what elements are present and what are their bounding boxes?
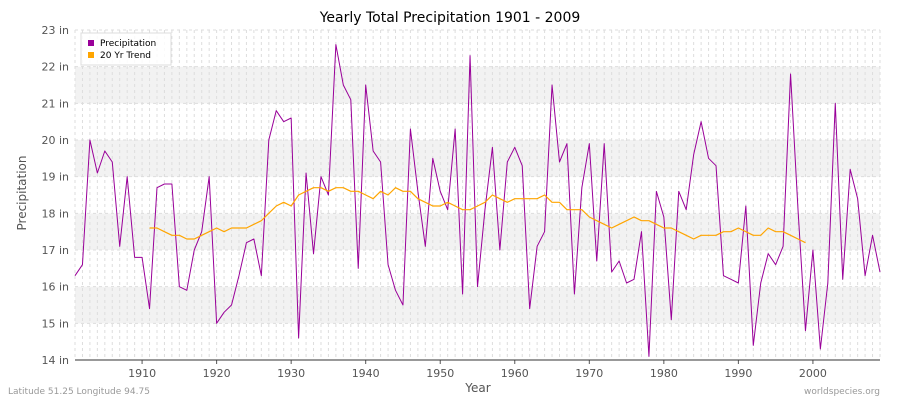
- vertical-grid: [74, 30, 881, 360]
- series-line-20-yr-trend: [149, 187, 806, 244]
- x-tick-label: 1960: [501, 367, 529, 380]
- legend: Precipitation 20 Yr Trend: [80, 32, 172, 66]
- footer-source: worldspecies.org: [804, 387, 880, 397]
- x-tick-label: 2000: [799, 367, 827, 380]
- y-axis-ticks: 14 in 15 in 16 in 17 in 18 in 19 in 20 in 21 in…: [41, 24, 69, 367]
- y-tick-label: 16 in: [41, 281, 69, 294]
- y-tick-label: 14 in: [41, 354, 69, 367]
- y-tick-label: 17 in: [41, 244, 69, 257]
- y-axis-label: Precipitation: [15, 155, 29, 230]
- y-tick-label: 18 in: [41, 207, 69, 220]
- x-tick-label: 1930: [277, 367, 305, 380]
- legend-swatch-precipitation: [88, 40, 94, 46]
- y-tick-label: 20 in: [41, 134, 69, 147]
- y-tick-label: 23 in: [41, 24, 69, 37]
- x-tick-label: 1950: [426, 367, 454, 380]
- x-tick-label: 1920: [203, 367, 231, 380]
- legend-label-20yr-trend: 20 Yr Trend: [100, 51, 151, 61]
- x-axis-ticks: 1910 1920 1930 1940 1950 1960 1970 1980 1990 2000: [128, 360, 827, 380]
- chart-title: Yearly Total Precipitation 1901 - 2009: [319, 10, 581, 26]
- legend-box: [80, 32, 172, 66]
- x-tick-label: 1970: [575, 367, 603, 380]
- legend-label-precipitation: Precipitation: [100, 39, 156, 49]
- legend-swatch-20yr-trend: [88, 52, 94, 58]
- y-tick-label: 21 in: [41, 97, 69, 110]
- x-tick-label: 1910: [128, 367, 156, 380]
- y-tick-label: 15 in: [41, 317, 69, 330]
- series-layer: [74, 44, 881, 357]
- x-tick-label: 1980: [650, 367, 678, 380]
- x-axis-label: Year: [464, 381, 490, 395]
- y-tick-label: 19 in: [41, 171, 69, 184]
- y-tick-label: 22 in: [41, 61, 69, 74]
- x-tick-label: 1940: [352, 367, 380, 380]
- series-line-precipitation: [74, 44, 881, 357]
- x-tick-label: 1990: [724, 367, 752, 380]
- plot-band: [75, 286, 880, 324]
- footer-coordinates: Latitude 51.25 Longitude 94.75: [8, 387, 150, 397]
- plot-band: [75, 323, 880, 360]
